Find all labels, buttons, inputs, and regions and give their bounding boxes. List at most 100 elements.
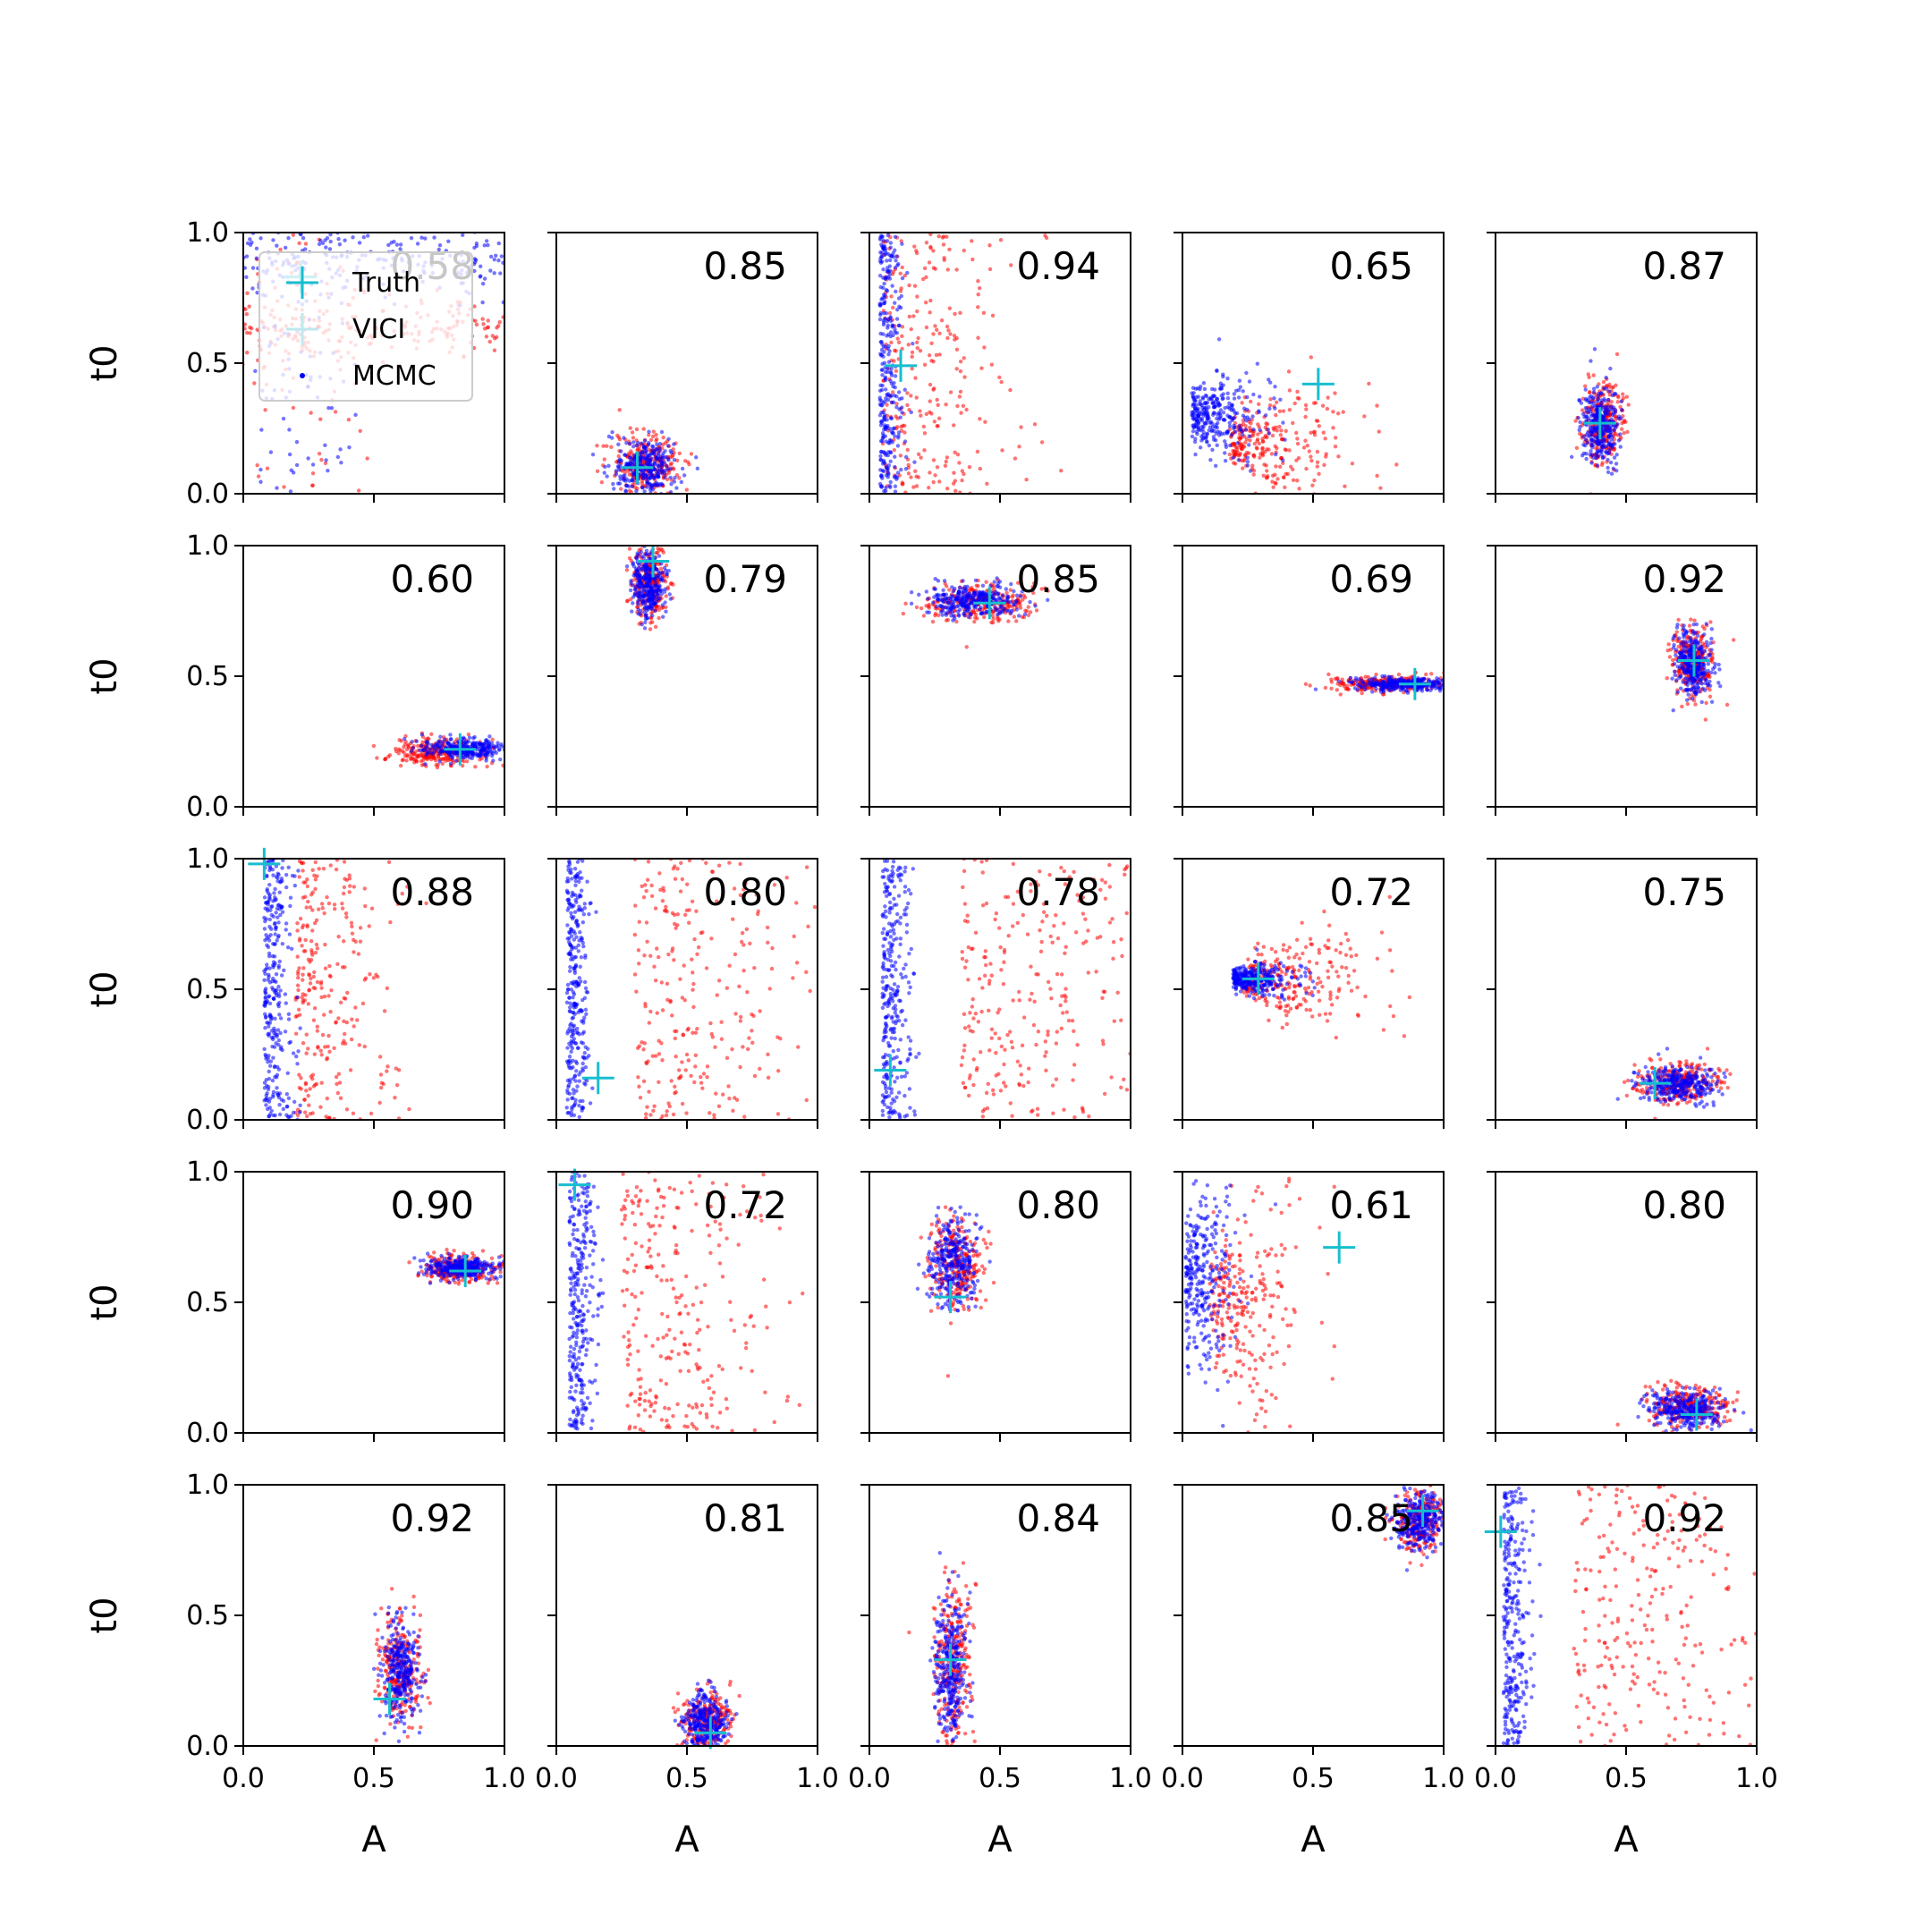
vici-sample-point: [1587, 375, 1591, 379]
vici-sample-point: [1424, 672, 1428, 677]
mcmc-sample-point: [882, 301, 886, 306]
mcmc-sample-point: [1447, 685, 1451, 689]
vici-sample-point: [466, 732, 471, 737]
mcmc-sample-point: [607, 495, 611, 498]
mcmc-sample-point: [1033, 604, 1038, 608]
mcmc-sample-point: [463, 752, 469, 758]
vici-sample-point: [947, 588, 952, 592]
mcmc-sample-point: [1606, 443, 1611, 447]
vici-sample-point: [662, 495, 665, 498]
vici-sample-point: [1251, 472, 1256, 477]
mcmc-sample-point: [287, 452, 292, 457]
mcmc-sample-point: [887, 426, 892, 431]
mcmc-sample-point: [653, 600, 657, 606]
vici-sample-point: [252, 381, 257, 386]
mcmc-sample-point: [662, 589, 667, 594]
vici-sample-point: [1375, 403, 1379, 408]
vici-sample-point: [1240, 442, 1244, 446]
vici-sample-point: [425, 757, 429, 762]
mcmc-sample-point: [394, 242, 400, 247]
scatter-points: [1303, 670, 1451, 697]
mcmc-sample-point: [618, 457, 623, 462]
vici-sample-point: [982, 614, 987, 620]
mcmc-sample-point: [611, 481, 615, 487]
mcmc-sample-point: [1620, 407, 1624, 412]
vici-sample-point: [1274, 425, 1278, 429]
vici-sample-point: [460, 763, 465, 768]
mcmc-sample-point: [997, 580, 1003, 584]
vici-sample-point: [1297, 396, 1301, 401]
mcmc-sample-point: [695, 466, 700, 471]
vici-sample-point: [1271, 485, 1275, 489]
mcmc-sample-point: [1204, 436, 1208, 440]
mcmc-sample-point: [1591, 390, 1597, 394]
mcmc-sample-point: [324, 245, 328, 250]
vici-sample-point: [601, 444, 606, 448]
vici-sample-point: [1605, 415, 1609, 419]
mcmc-sample-point: [1199, 424, 1205, 429]
mcmc-sample-point: [662, 565, 667, 571]
vici-sample-point: [1032, 422, 1038, 427]
vici-sample-point: [402, 745, 406, 750]
mcmc-sample-point: [969, 600, 974, 606]
vici-sample-point: [1345, 687, 1351, 691]
vici-sample-point: [961, 403, 966, 409]
mcmc-sample-point: [1207, 396, 1211, 402]
vici-sample-point: [1335, 688, 1340, 692]
vici-sample-point: [386, 754, 391, 759]
vici-sample-point: [618, 487, 623, 491]
mcmc-sample-point: [426, 741, 430, 746]
mcmc-sample-point: [1211, 394, 1216, 398]
vici-sample-point: [985, 589, 989, 593]
mcmc-sample-point: [1589, 461, 1594, 465]
mcmc-sample-point: [1578, 425, 1582, 429]
vici-sample-point: [647, 433, 651, 437]
mcmc-sample-point: [889, 367, 894, 371]
y-tick-label: 1.0: [186, 217, 229, 249]
mcmc-sample-point: [892, 426, 896, 430]
mcmc-sample-point: [891, 400, 896, 405]
mcmc-sample-point: [343, 238, 347, 242]
vici-sample-point: [922, 431, 928, 436]
mcmc-sample-point: [966, 614, 970, 620]
mcmc-sample-point: [1578, 419, 1582, 425]
mcmc-sample-point: [485, 750, 490, 755]
vici-sample-point: [412, 760, 417, 765]
vici-sample-point: [974, 612, 979, 617]
vici-sample-point: [1303, 402, 1309, 408]
mcmc-sample-point: [474, 243, 479, 249]
mcmc-sample-point: [1243, 418, 1249, 423]
mcmc-sample-point: [612, 487, 616, 491]
mcmc-sample-point: [657, 442, 663, 446]
vici-sample-point: [1329, 680, 1335, 684]
vici-sample-point: [1315, 449, 1320, 454]
mcmc-sample-point: [301, 228, 304, 232]
mcmc-sample-point: [882, 295, 886, 301]
vici-sample-point: [900, 265, 904, 270]
mcmc-sample-point: [927, 610, 932, 614]
vici-sample-point: [887, 310, 893, 316]
vici-sample-point: [1265, 469, 1269, 473]
mcmc-sample-point: [1199, 402, 1204, 408]
vici-sample-point: [371, 743, 377, 749]
vici-sample-point: [677, 451, 682, 456]
y-tick-label: 0.5: [186, 348, 229, 379]
mcmc-sample-point: [884, 310, 889, 316]
mcmc-sample-point: [956, 614, 962, 618]
mcmc-sample-point: [887, 441, 892, 445]
mcmc-sample-point: [283, 245, 288, 250]
vici-sample-point: [480, 317, 485, 321]
vici-sample-point: [900, 325, 905, 329]
vici-sample-point: [1241, 466, 1245, 470]
mcmc-sample-point: [881, 354, 886, 359]
vici-sample-point: [1333, 436, 1338, 440]
mcmc-sample-point: [1234, 411, 1240, 416]
mcmc-sample-point: [631, 440, 636, 445]
mcmc-sample-point: [900, 396, 904, 401]
vici-sample-point: [1360, 691, 1364, 696]
mcmc-sample-point: [250, 240, 254, 245]
vici-sample-point: [1367, 381, 1371, 386]
mcmc-sample-point: [268, 450, 274, 454]
mcmc-sample-point: [893, 327, 897, 332]
vici-sample-point: [914, 605, 919, 610]
